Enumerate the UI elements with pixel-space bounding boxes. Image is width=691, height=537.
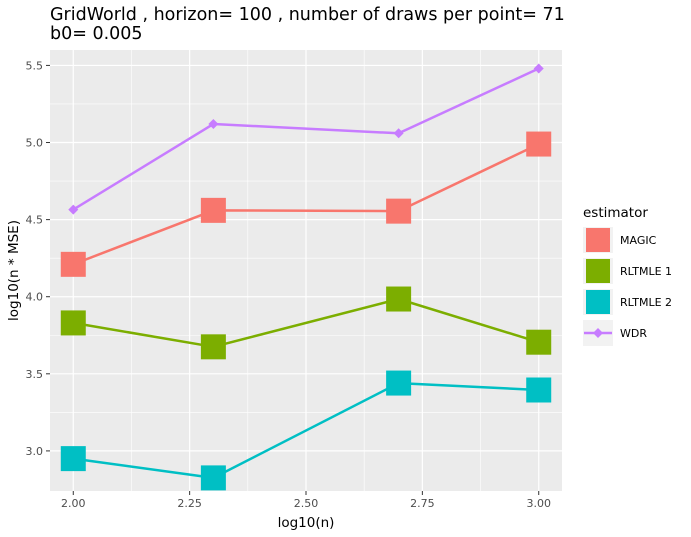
legend-label-magic: MAGIC (620, 234, 657, 247)
point-rltmle-1 (200, 334, 226, 360)
legend-label-rltmle-2: RLTMLE 2 (620, 296, 672, 309)
legend-label-rltmle-1: RLTMLE 1 (620, 265, 672, 278)
legend-label-wdr: WDR (620, 327, 647, 340)
y-tick-label: 3.0 (26, 445, 44, 458)
chart-title: GridWorld , horizon= 100 , number of dra… (50, 5, 565, 25)
legend-marker-rltmle-2 (586, 290, 610, 314)
legend-marker-rltmle-1 (586, 259, 610, 283)
legend-marker-magic (586, 228, 610, 252)
x-tick-label: 3.00 (526, 497, 551, 510)
legend: estimator MAGIC RLTMLE 1 RLTMLE 2 WDR (583, 205, 672, 346)
series-line-wdr (72, 67, 540, 211)
point-magic (200, 197, 226, 223)
x-tick-label: 2.75 (410, 497, 435, 510)
point-rltmle-2 (200, 465, 226, 491)
point-wdr (533, 63, 544, 74)
point-rltmle-1 (386, 286, 412, 312)
x-tick-label: 2.50 (294, 497, 319, 510)
y-tick-label: 5.5 (26, 59, 44, 72)
point-wdr (393, 128, 404, 139)
y-tick-label: 4.5 (26, 214, 44, 227)
y-tick-label: 4.0 (26, 291, 44, 304)
point-rltmle-1 (526, 329, 552, 355)
point-rltmle-2 (60, 446, 86, 472)
legend-title: estimator (583, 205, 648, 221)
y-tick-label: 3.5 (26, 368, 44, 381)
y-axis: 3.0 3.5 4.0 4.5 5.0 5.5 (26, 59, 50, 458)
point-rltmle-2 (526, 377, 552, 403)
series-layer (60, 63, 552, 491)
point-wdr (208, 119, 219, 130)
legend-marker-wdr (593, 328, 603, 338)
point-rltmle-1 (60, 310, 86, 336)
y-axis-title: log10(n * MSE) (6, 220, 22, 321)
x-tick-label: 2.00 (61, 497, 86, 510)
series-line-rltmle-1 (73, 297, 540, 349)
point-magic (386, 198, 412, 224)
x-axis-title: log10(n) (278, 515, 335, 531)
x-tick-label: 2.25 (177, 497, 202, 510)
point-wdr (68, 204, 79, 215)
series-line-magic (72, 142, 540, 266)
x-axis: 2.00 2.25 2.50 2.75 3.00 (61, 491, 551, 510)
chart-subtitle: b0= 0.005 (50, 24, 143, 44)
y-tick-label: 5.0 (26, 137, 44, 150)
point-magic (526, 131, 552, 157)
point-magic (60, 251, 86, 277)
point-rltmle-2 (386, 370, 412, 396)
series-line-rltmle-2 (73, 381, 539, 480)
